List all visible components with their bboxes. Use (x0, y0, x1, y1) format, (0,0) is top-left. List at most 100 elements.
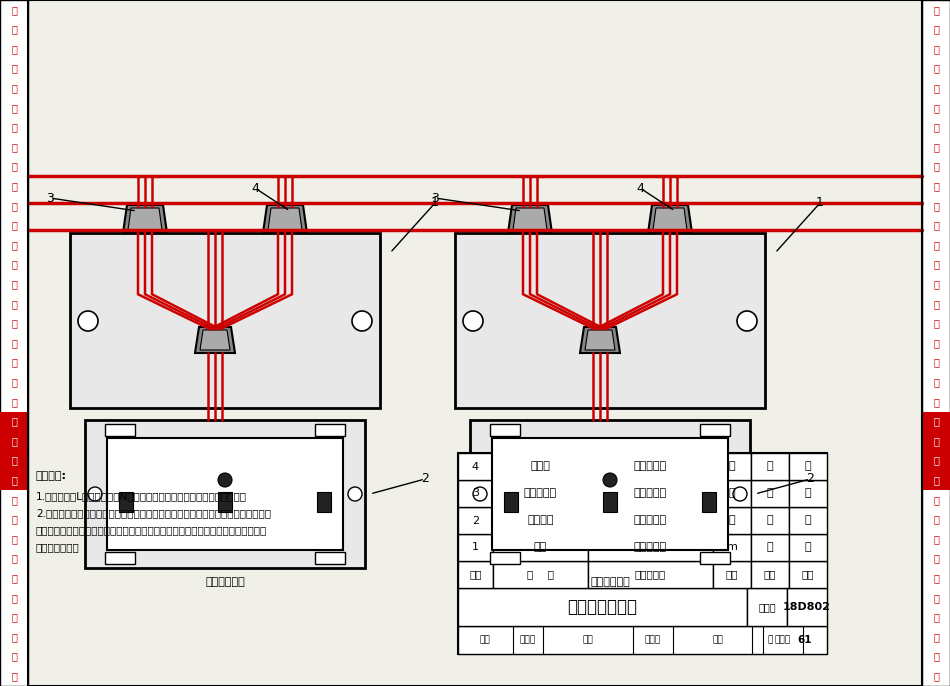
Text: 个: 个 (729, 488, 735, 499)
Bar (789, 561, 827, 588)
Text: 余立岚: 余立岚 (645, 635, 661, 645)
Text: 架: 架 (11, 64, 17, 73)
Text: 设计: 设计 (712, 635, 723, 645)
Text: 变: 变 (933, 162, 939, 172)
Text: 设: 设 (11, 5, 17, 15)
Text: 开: 开 (933, 416, 939, 427)
Text: 线: 线 (11, 318, 17, 329)
Text: 技: 技 (933, 613, 939, 622)
Bar (713, 507, 751, 534)
Bar (922, 0, 950, 686)
Text: 页: 页 (768, 635, 772, 645)
Text: 缝: 缝 (11, 201, 17, 211)
Polygon shape (123, 205, 167, 233)
Bar (458, 453, 827, 654)
Text: 测: 测 (11, 573, 17, 583)
Text: 试: 试 (933, 593, 939, 603)
Text: 堵: 堵 (11, 554, 17, 564)
Polygon shape (508, 205, 552, 233)
Text: 料: 料 (11, 671, 17, 681)
Text: 个: 个 (729, 515, 735, 525)
Bar (588, 507, 713, 534)
Bar (490, 552, 520, 564)
Circle shape (473, 487, 487, 501)
Text: 地: 地 (11, 514, 17, 524)
Text: 备注: 备注 (802, 569, 814, 580)
Text: 术: 术 (933, 632, 939, 642)
Text: 导: 导 (11, 83, 17, 93)
Bar (317, 492, 331, 512)
Text: 导线绝缘强度。: 导线绝缘强度。 (36, 542, 80, 552)
Bar (700, 552, 730, 564)
Polygon shape (585, 330, 615, 350)
Text: 插: 插 (11, 456, 17, 466)
Bar (0, 471, 28, 490)
Text: 线: 线 (933, 357, 939, 368)
Text: 4: 4 (472, 462, 479, 471)
Bar (493, 561, 588, 588)
Text: 形: 形 (11, 181, 17, 191)
Bar (85, 420, 365, 568)
Text: 接: 接 (933, 495, 939, 505)
Text: 变: 变 (11, 162, 17, 172)
Text: －: － (767, 462, 773, 471)
Text: 3: 3 (472, 488, 479, 499)
Text: 按设计要求: 按设计要求 (634, 515, 667, 525)
Bar (751, 534, 789, 561)
Text: 按设计要求: 按设计要求 (634, 462, 667, 471)
Bar (107, 438, 343, 550)
Text: 缆: 缆 (11, 240, 17, 250)
Text: 数量: 数量 (764, 569, 776, 580)
Text: 导线: 导线 (534, 543, 547, 552)
Text: 3: 3 (431, 191, 439, 204)
Text: 管: 管 (933, 103, 939, 113)
Bar (713, 534, 751, 561)
Text: 缆: 缆 (933, 240, 939, 250)
Text: 2.铜芯导线间的连接可采用图示中的导线连接器，也可采用缠绕搭接连接。当导线采: 2.铜芯导线间的连接可采用图示中的导线连接器，也可采用缠绕搭接连接。当导线采 (36, 508, 271, 518)
Text: －: － (767, 488, 773, 499)
Text: 具: 具 (933, 397, 939, 407)
Text: 具: 具 (11, 397, 17, 407)
Text: 电: 电 (933, 220, 939, 230)
Bar (458, 588, 747, 626)
Polygon shape (648, 205, 692, 233)
Circle shape (352, 311, 372, 331)
Bar (603, 492, 617, 512)
Text: 设: 设 (933, 5, 939, 15)
Text: 图集号: 图集号 (758, 602, 776, 612)
Text: 线: 线 (933, 318, 939, 329)
Text: －: － (767, 515, 773, 525)
Text: 电: 电 (11, 220, 17, 230)
Polygon shape (128, 208, 162, 230)
Text: 审核: 审核 (480, 635, 490, 645)
Text: 灯: 灯 (933, 377, 939, 387)
Bar (700, 424, 730, 436)
Text: 缝: 缝 (933, 201, 939, 211)
Bar (787, 588, 827, 626)
Text: 校对: 校对 (582, 635, 594, 645)
Bar (458, 561, 493, 588)
Bar (458, 453, 493, 480)
Bar (751, 453, 789, 480)
Bar (70, 233, 380, 408)
Bar (922, 451, 950, 471)
Bar (493, 480, 588, 507)
Circle shape (603, 473, 617, 487)
Text: 料: 料 (933, 671, 939, 681)
Bar (470, 420, 750, 568)
Text: 61: 61 (798, 635, 812, 645)
Bar (588, 480, 713, 507)
Text: 架: 架 (933, 64, 939, 73)
Text: 导: 导 (933, 83, 939, 93)
Polygon shape (200, 330, 230, 350)
Text: 敷: 敷 (11, 259, 17, 270)
Text: 插座面板背面: 插座面板背面 (590, 577, 630, 587)
Bar (0, 451, 28, 471)
Text: 试: 试 (11, 593, 17, 603)
Text: 资: 资 (933, 652, 939, 661)
Polygon shape (580, 327, 620, 353)
Bar (218, 492, 232, 512)
Bar (789, 534, 827, 561)
Bar (315, 552, 345, 564)
Bar (105, 552, 135, 564)
